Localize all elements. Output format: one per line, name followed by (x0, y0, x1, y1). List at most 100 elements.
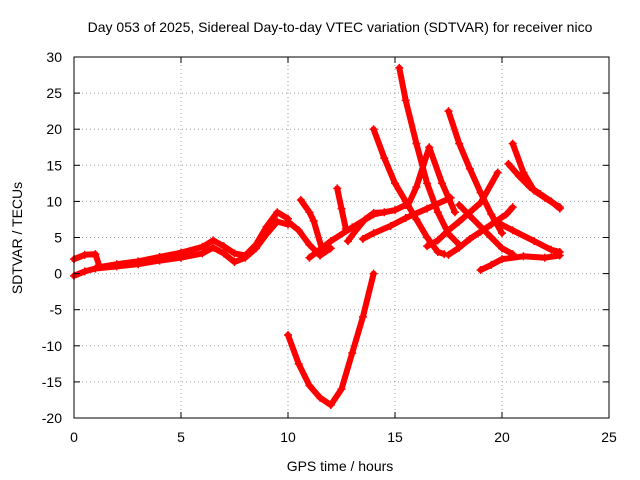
data-point (391, 206, 399, 215)
data-point (80, 250, 89, 259)
data-point (401, 96, 410, 105)
data-point (219, 242, 228, 251)
data-point (476, 188, 485, 197)
data-point (465, 234, 474, 243)
y-tick-label: -15 (42, 374, 62, 390)
data-point (369, 125, 378, 134)
data-point (487, 220, 496, 229)
x-tick-label: 5 (177, 429, 185, 445)
data-point (251, 240, 260, 249)
y-tick-label: -5 (50, 302, 63, 318)
data-point (423, 204, 432, 213)
data-point (337, 385, 346, 394)
data-point (369, 229, 378, 238)
data-point (395, 63, 404, 72)
data-point (425, 143, 434, 152)
data-series-arc-13.5 (358, 193, 455, 243)
data-point (519, 252, 528, 261)
data-series-arc-17.5 (444, 107, 506, 238)
data-point (361, 215, 370, 224)
y-tick-label: 5 (54, 230, 62, 246)
data-point (198, 242, 207, 251)
data-point (487, 233, 496, 242)
data-point (433, 247, 442, 256)
data-point (423, 179, 432, 188)
data-point (515, 172, 524, 181)
data-point (412, 182, 421, 191)
data-point (296, 195, 305, 204)
data-point (326, 237, 335, 246)
data-point (273, 217, 282, 226)
data-point (112, 260, 121, 269)
data-point (498, 255, 506, 264)
data-point (444, 226, 453, 235)
data-point (455, 201, 464, 210)
data-point (273, 208, 282, 217)
data-series-arc-negative (284, 269, 378, 410)
data-point (433, 208, 442, 217)
data-point (547, 197, 556, 206)
data-point (326, 244, 335, 253)
data-point (294, 359, 303, 368)
data-point (352, 225, 361, 234)
data-point (465, 164, 474, 173)
plot-area (70, 63, 564, 410)
data-point (540, 253, 549, 262)
data-point (450, 208, 459, 217)
series-line (456, 202, 516, 258)
data-point (555, 247, 564, 256)
data-point (333, 184, 342, 193)
data-series-arc-12.8 (343, 208, 389, 246)
data-point (455, 139, 464, 148)
data-series-arc-18 (455, 201, 517, 259)
data-point (380, 208, 389, 217)
data-point (177, 248, 185, 257)
data-point (343, 237, 352, 246)
data-point (530, 237, 539, 246)
data-point (476, 222, 485, 231)
x-tick-label: 15 (387, 429, 403, 445)
data-point (326, 401, 335, 410)
data-series-arc-12.3 (333, 184, 350, 233)
data-point (348, 349, 357, 358)
data-point (155, 252, 164, 261)
data-point (476, 265, 485, 274)
data-point (403, 201, 412, 210)
data-series-arc-20.3 (504, 159, 564, 213)
data-point (230, 249, 239, 258)
data-point (444, 107, 453, 116)
data-point (294, 226, 303, 235)
y-tick-label: 30 (46, 49, 62, 65)
data-point (337, 204, 346, 213)
data-point (423, 242, 432, 251)
series-line (297, 197, 326, 253)
grid-lines (74, 57, 609, 418)
data-point (91, 250, 100, 259)
data-point (241, 251, 250, 260)
data-point (438, 179, 447, 188)
series-line (370, 126, 448, 258)
data-point (508, 139, 517, 148)
data-point (465, 211, 474, 220)
data-point (401, 214, 410, 223)
x-tick-label: 25 (601, 429, 617, 445)
data-point (369, 208, 378, 217)
data-point (487, 210, 496, 219)
data-point (305, 253, 314, 262)
data-point (358, 312, 367, 321)
data-point (80, 267, 89, 276)
data-series-arc-10 (284, 217, 335, 260)
y-tick-label: 10 (46, 193, 62, 209)
data-point (230, 258, 239, 267)
y-tick-label: 25 (46, 85, 62, 101)
data-point (519, 168, 528, 177)
x-tick-label: 10 (280, 429, 296, 445)
data-point (547, 245, 556, 254)
x-tick-label: 0 (70, 429, 78, 445)
y-tick-label: -10 (42, 338, 62, 354)
data-series-arc-19 (476, 251, 564, 274)
y-tick-label: 0 (54, 266, 62, 282)
data-point (555, 204, 564, 213)
data-series-arc-14 (369, 125, 449, 259)
